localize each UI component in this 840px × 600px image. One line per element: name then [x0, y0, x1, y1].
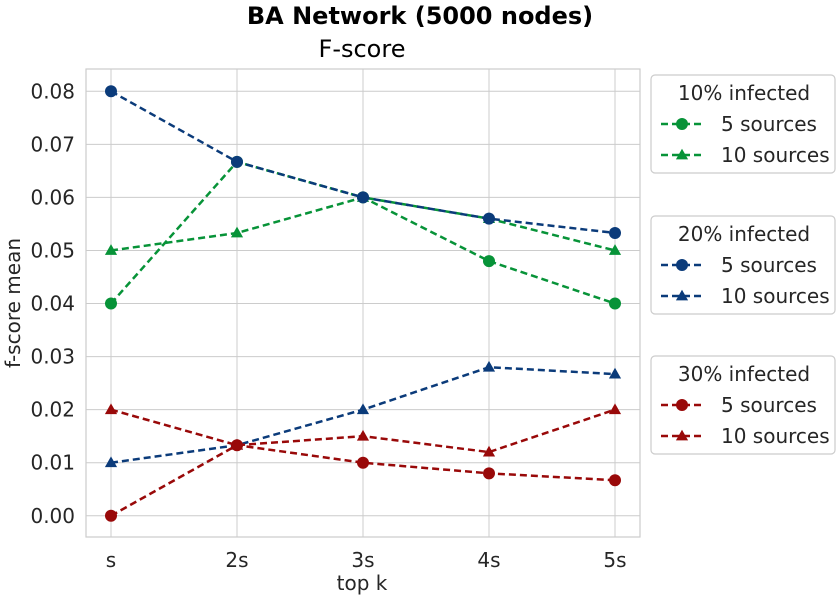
triangle-marker — [608, 403, 622, 415]
triangle-marker — [104, 403, 118, 415]
triangle-marker — [675, 429, 689, 441]
y-tick-label: 0.02 — [30, 398, 75, 422]
triangle-marker — [608, 244, 622, 255]
triangle-marker — [356, 429, 370, 441]
y-tick-label: 0.08 — [30, 79, 75, 103]
legend-label: 5 sources — [721, 253, 817, 277]
legend-box — [650, 74, 836, 174]
x-tick-label: 2s — [225, 548, 248, 572]
x-tick-label: 5s — [603, 548, 626, 572]
circle-marker — [105, 509, 117, 522]
y-tick-label: 0.04 — [30, 292, 75, 316]
chart-title: F-score — [319, 35, 406, 63]
legend-label: 5 sources — [721, 393, 817, 417]
circle-marker — [676, 259, 688, 271]
triangle-marker — [104, 244, 118, 255]
legend-title: 30% infected — [678, 362, 810, 386]
circle-marker — [231, 155, 243, 168]
series-line — [110, 443, 616, 517]
triangle-marker — [482, 445, 496, 457]
circle-marker — [676, 118, 688, 130]
x-tick-label: 3s — [351, 548, 374, 572]
y-axis-label: f-score mean — [1, 238, 25, 368]
legend-box — [650, 355, 836, 455]
circle-marker — [609, 226, 621, 239]
plot-area: 0.00 0.01 0.02 0.03 0.04 0.05 0.06 0.07 0.08 s 2s 3… — [30, 68, 641, 572]
y-tick-label: 0.03 — [30, 345, 75, 369]
circle-marker — [105, 297, 117, 310]
legend-label: 5 sources — [721, 112, 817, 136]
x-axis-label: top k — [337, 571, 388, 595]
plot-frame — [85, 68, 641, 538]
triangle-marker — [608, 367, 622, 379]
y-tick-label: 0.01 — [30, 451, 75, 475]
circle-marker — [609, 297, 621, 310]
circle-marker — [357, 456, 369, 469]
chart-suptitle: BA Network (5000 nodes) — [247, 2, 593, 30]
circle-marker — [676, 399, 688, 411]
legend-label: 10 sources — [721, 143, 830, 167]
triangle-marker — [675, 148, 689, 160]
triangle-marker — [356, 403, 370, 415]
y-tick-label: 0.00 — [30, 504, 75, 528]
y-tick-label: 0.05 — [30, 238, 75, 262]
legend-title: 10% infected — [678, 81, 810, 105]
triangle-marker — [230, 438, 244, 450]
triangle-marker — [482, 360, 496, 372]
triangle-marker — [230, 226, 244, 238]
circle-marker — [483, 212, 495, 225]
triangle-marker — [104, 456, 118, 468]
y-tick-label: 0.06 — [30, 185, 75, 209]
circle-marker — [483, 467, 495, 480]
circle-marker — [105, 85, 117, 98]
y-tick-label: 0.07 — [30, 132, 75, 156]
x-tick-label: 4s — [477, 548, 500, 572]
legend-title: 20% infected — [678, 222, 810, 246]
legend-box — [650, 215, 836, 315]
circle-marker — [357, 191, 369, 204]
legend-label: 10 sources — [721, 424, 830, 448]
triangle-marker — [675, 289, 689, 301]
circle-marker — [483, 255, 495, 268]
x-tick-label: s — [106, 548, 116, 572]
circle-marker — [609, 474, 621, 487]
legend: 10% infected 5 sources 10 sources 20% infec… — [650, 74, 836, 455]
legend-label: 10 sources — [721, 284, 830, 308]
